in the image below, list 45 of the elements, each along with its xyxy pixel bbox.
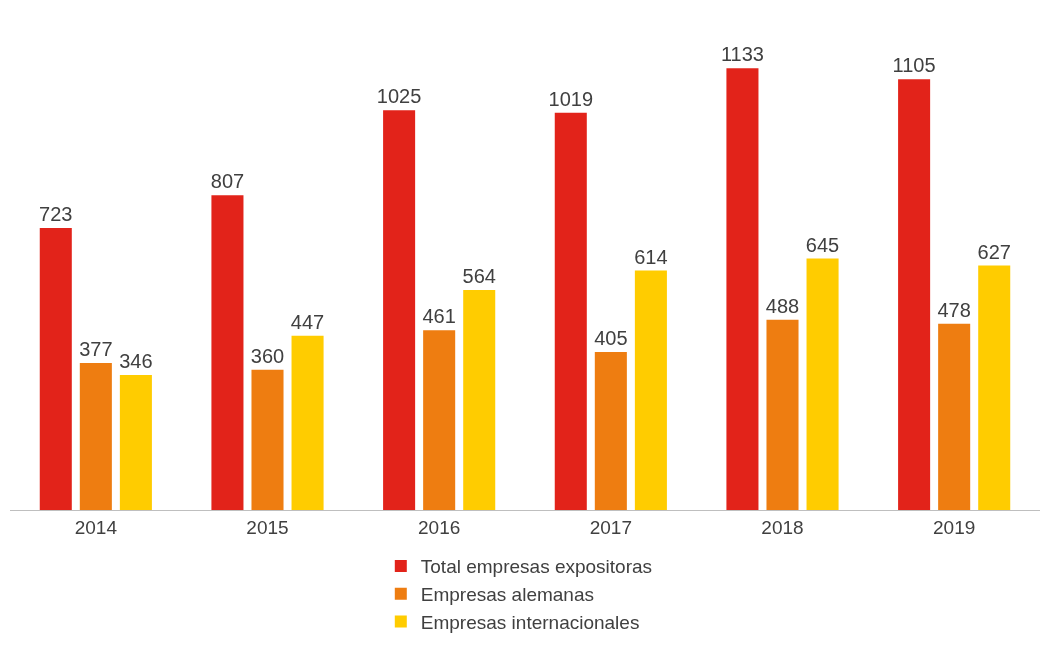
bar bbox=[463, 290, 496, 510]
data-label: 461 bbox=[422, 305, 456, 328]
legend-label: Empresas alemanas bbox=[420, 584, 594, 606]
bar bbox=[119, 375, 152, 510]
bar bbox=[806, 258, 839, 510]
data-label: 360 bbox=[250, 344, 285, 367]
data-label: 723 bbox=[39, 203, 73, 226]
bar bbox=[554, 112, 587, 510]
data-label: 1025 bbox=[376, 85, 422, 108]
data-label: 807 bbox=[210, 170, 245, 193]
data-label: 478 bbox=[937, 298, 971, 321]
x-tick-label: 2018 bbox=[761, 516, 804, 538]
x-tick-label: 2017 bbox=[589, 516, 632, 538]
bar bbox=[594, 352, 627, 510]
data-label: 377 bbox=[79, 338, 113, 361]
bar bbox=[291, 335, 324, 510]
x-tick-label: 2016 bbox=[418, 516, 461, 538]
x-tick-label: 2014 bbox=[74, 516, 118, 538]
legend-label: Total empresas expositoras bbox=[420, 556, 653, 578]
bar bbox=[423, 330, 456, 510]
data-label: 488 bbox=[765, 294, 800, 317]
data-label: 1019 bbox=[548, 87, 594, 110]
x-tick-label: 2015 bbox=[246, 516, 289, 538]
bar bbox=[39, 228, 72, 510]
data-label: 1105 bbox=[892, 54, 936, 77]
data-label: 627 bbox=[977, 240, 1011, 263]
bar bbox=[938, 323, 971, 510]
bar bbox=[766, 319, 799, 510]
legend-label: Empresas internacionales bbox=[420, 611, 640, 633]
data-label: 447 bbox=[290, 310, 325, 333]
bar bbox=[726, 68, 759, 510]
bar bbox=[383, 110, 416, 510]
bar bbox=[251, 369, 284, 510]
bar bbox=[211, 195, 244, 510]
bar bbox=[634, 270, 667, 510]
data-label: 346 bbox=[119, 350, 153, 373]
bar bbox=[79, 363, 112, 510]
data-label: 614 bbox=[634, 245, 668, 268]
data-label: 645 bbox=[805, 233, 840, 256]
data-label: 1133 bbox=[720, 43, 764, 66]
data-label: 405 bbox=[594, 327, 628, 350]
bar bbox=[978, 265, 1011, 510]
bar bbox=[898, 79, 931, 510]
data-label: 564 bbox=[462, 265, 496, 288]
x-tick-label: 2019 bbox=[933, 516, 976, 538]
